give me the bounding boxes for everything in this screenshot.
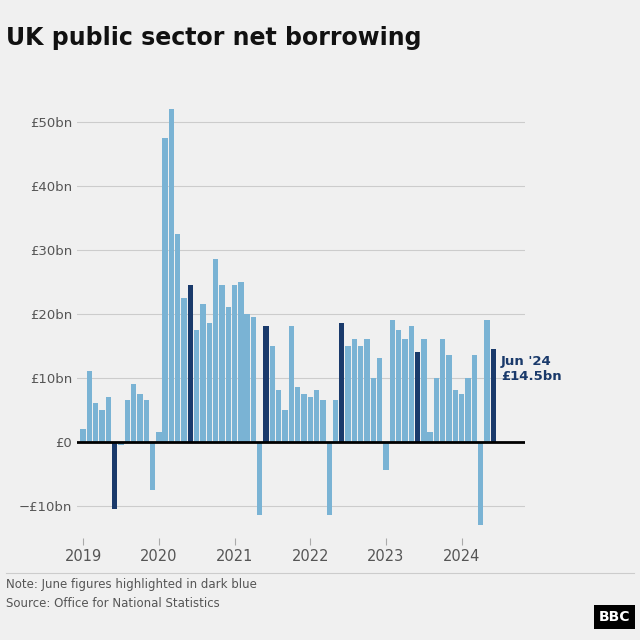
Bar	[364, 339, 370, 442]
Bar	[257, 442, 262, 515]
Bar	[200, 304, 205, 442]
Bar	[308, 397, 313, 442]
Bar	[163, 138, 168, 442]
Bar	[194, 330, 200, 442]
Bar	[99, 410, 105, 442]
Bar	[156, 432, 161, 442]
Bar	[440, 339, 445, 442]
Bar	[358, 346, 364, 442]
Bar	[352, 339, 357, 442]
Bar	[295, 387, 300, 442]
Bar	[93, 403, 99, 442]
Text: BBC: BBC	[599, 610, 630, 624]
Bar	[415, 352, 420, 442]
Bar	[232, 285, 237, 442]
Bar	[150, 442, 155, 490]
Bar	[106, 397, 111, 442]
Bar	[289, 326, 294, 442]
Bar	[137, 394, 143, 442]
Bar	[301, 394, 307, 442]
Bar	[314, 390, 319, 442]
Bar	[264, 326, 269, 442]
Bar	[478, 442, 483, 525]
Bar	[269, 346, 275, 442]
Bar	[125, 400, 130, 442]
Text: UK public sector net borrowing: UK public sector net borrowing	[6, 26, 422, 50]
Bar	[390, 320, 395, 442]
Bar	[447, 355, 452, 442]
Bar	[213, 259, 218, 442]
Bar	[220, 285, 225, 442]
Bar	[188, 285, 193, 442]
Bar	[320, 400, 326, 442]
Bar	[402, 339, 408, 442]
Bar	[326, 442, 332, 515]
Bar	[276, 390, 282, 442]
Bar	[143, 400, 149, 442]
Bar	[465, 378, 470, 442]
Bar	[377, 358, 382, 442]
Bar	[169, 109, 174, 442]
Bar	[282, 410, 288, 442]
Bar	[175, 234, 180, 442]
Bar	[118, 442, 124, 445]
Text: Note: June figures highlighted in dark blue: Note: June figures highlighted in dark b…	[6, 577, 257, 591]
Bar	[408, 326, 414, 442]
Bar	[112, 442, 117, 509]
Bar	[459, 394, 465, 442]
Bar	[251, 317, 256, 442]
Bar	[421, 339, 426, 442]
Bar	[244, 314, 250, 442]
Bar	[383, 442, 388, 470]
Bar	[346, 346, 351, 442]
Bar	[238, 282, 244, 442]
Bar	[396, 330, 401, 442]
Bar	[333, 400, 338, 442]
Bar	[484, 320, 490, 442]
Bar	[131, 384, 136, 442]
Bar	[207, 323, 212, 442]
Bar	[452, 390, 458, 442]
Bar	[371, 378, 376, 442]
Bar	[434, 378, 439, 442]
Bar	[472, 355, 477, 442]
Bar	[87, 371, 92, 442]
Bar	[81, 429, 86, 442]
Bar	[491, 349, 496, 442]
Bar	[181, 298, 187, 442]
Bar	[339, 323, 344, 442]
Bar	[225, 307, 231, 442]
Bar	[428, 432, 433, 442]
Text: Jun '24
£14.5bn: Jun '24 £14.5bn	[501, 355, 561, 383]
Text: Source: Office for National Statistics: Source: Office for National Statistics	[6, 596, 220, 610]
